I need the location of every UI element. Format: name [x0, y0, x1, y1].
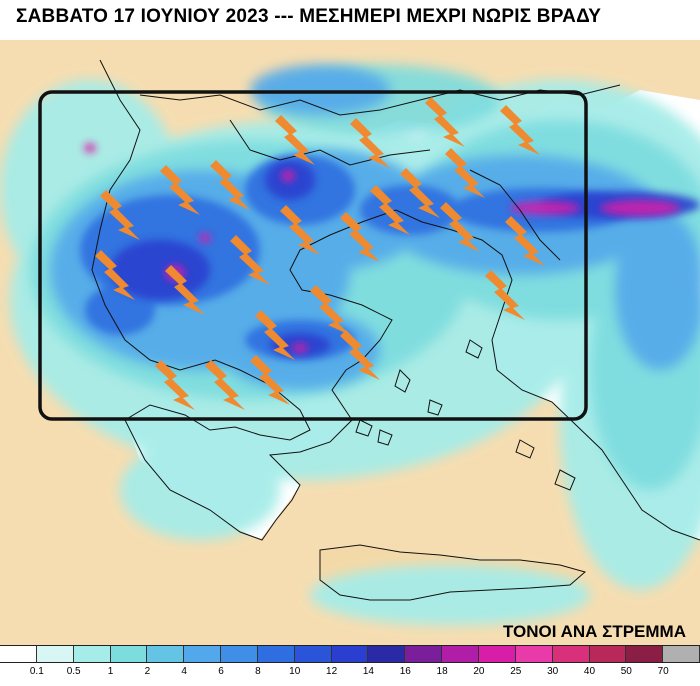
legend-label: 25 — [510, 666, 522, 677]
precipitation-map — [0, 40, 700, 645]
legend-label: 14 — [362, 666, 374, 677]
legend-swatch — [552, 646, 590, 662]
legend-swatch — [515, 646, 553, 662]
area-frame — [38, 90, 588, 421]
legend-label: 0.5 — [66, 666, 81, 677]
legend-swatch — [368, 646, 406, 662]
legend-label: 30 — [547, 666, 559, 677]
legend-title: ΤΟΝΟΙ ΑΝΑ ΣΤΡΕΜΜΑ — [502, 622, 686, 641]
legend-swatch — [294, 646, 332, 662]
legend-label: 50 — [620, 666, 632, 677]
precipitation-layer — [0, 65, 700, 625]
map-title: ΣΑΒΒΑΤΟ 17 ΙΟΥΝΙΟΥ 2023 --- ΜΕΣΗΜΕΡΙ ΜΕΧ… — [16, 6, 602, 27]
legend-label: 0.1 — [29, 666, 44, 677]
legend-label: 10 — [289, 666, 301, 677]
legend-swatch — [221, 646, 258, 662]
legend-color-bar — [0, 645, 700, 663]
legend-label: 18 — [436, 666, 448, 677]
legend-swatch — [331, 646, 369, 662]
legend-swatch — [663, 646, 700, 662]
legend-swatch — [73, 646, 111, 662]
legend-labels: 0.1 0.5 1 2 4 6 8 10 12 14 16 18 20 25 30 40 50 70 — [0, 666, 700, 684]
legend-label: 40 — [583, 666, 596, 677]
legend-label: 16 — [399, 666, 411, 677]
legend-swatch — [478, 646, 516, 662]
legend-swatch — [0, 646, 37, 662]
legend-label: 4 — [181, 666, 187, 677]
legend-label: 70 — [657, 666, 669, 677]
legend-label: 1 — [107, 666, 114, 677]
legend-label: 6 — [218, 666, 224, 677]
legend-swatch — [36, 646, 74, 662]
legend-swatch — [626, 646, 664, 662]
legend-swatch — [405, 646, 443, 662]
legend-swatch — [589, 646, 627, 662]
map-canvas — [0, 40, 700, 645]
legend-swatch — [257, 646, 295, 662]
legend-label: 8 — [255, 666, 261, 677]
legend-label: 12 — [326, 666, 338, 677]
legend-swatch — [147, 646, 185, 662]
legend-swatch — [110, 646, 148, 662]
legend-label: 20 — [473, 666, 485, 677]
legend-label: 2 — [144, 666, 151, 677]
legend-swatch — [442, 646, 479, 662]
legend-swatch — [184, 646, 222, 662]
coastline-layer — [91, 59, 700, 601]
